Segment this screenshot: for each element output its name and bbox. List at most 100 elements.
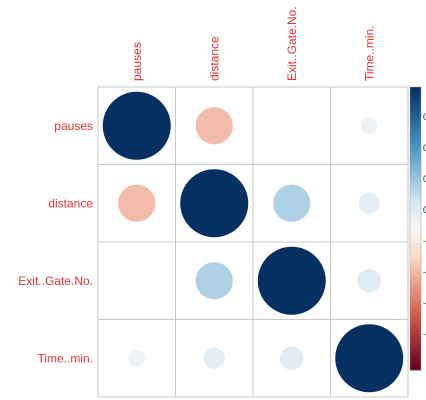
colorbar-segment: [410, 259, 421, 264]
colorbar-segment: [410, 120, 421, 125]
colorbar-segment: [410, 197, 421, 201]
colorbar-segment: [410, 163, 421, 167]
colorbar-segment: [410, 132, 421, 136]
colorbar-segment: [410, 211, 421, 215]
row-label: Exit..Gate.No.: [18, 274, 93, 288]
column-label: distance: [207, 36, 221, 81]
colorbar-segment: [410, 321, 421, 326]
colorbar-segment: [410, 324, 421, 329]
colorbar-segment: [410, 92, 421, 97]
row-label: distance: [48, 196, 93, 210]
colorbar-segment: [410, 236, 421, 241]
colorbar-segment: [410, 166, 421, 170]
colorbar-segment: [410, 123, 421, 128]
colorbar-segment: [410, 282, 421, 286]
colorbar-tick-label: -: [423, 329, 426, 339]
correlation-circle: [195, 107, 233, 145]
colorbar-segment: [410, 336, 421, 340]
colorbar-segment: [410, 225, 421, 230]
correlation-circle: [180, 169, 249, 238]
colorbar-segment: [410, 87, 421, 91]
colorbar-segment: [410, 118, 421, 122]
correlation-circle: [257, 246, 326, 315]
colorbar-segment: [410, 177, 421, 181]
colorbar-tick-label: -: [423, 298, 426, 308]
colorbar-tick-label: -: [423, 267, 426, 277]
colorbar-segment: [410, 338, 421, 343]
column-label: Exit..Gate.No.: [285, 6, 299, 81]
colorbar-segment: [410, 239, 421, 244]
correlation-circle: [357, 268, 382, 293]
colorbar-segment: [410, 115, 421, 119]
colorbar-segment: [410, 157, 421, 162]
colorbar-segment: [410, 186, 421, 190]
colorbar-segment: [410, 154, 421, 159]
row-label: pauses: [54, 119, 93, 133]
colorbar-segment: [410, 194, 421, 198]
colorbar-segment: [410, 146, 421, 150]
variable-labels: pauses pauses distance distance Exit..Gate.N…: [18, 6, 376, 365]
colorbar-segment: [410, 361, 421, 365]
colorbar-tick-label: 0: [423, 174, 426, 184]
colorbar-segment: [410, 307, 421, 312]
colorbar-segment: [410, 273, 421, 278]
correlation-circles: [102, 91, 404, 393]
colorbar-segment: [410, 217, 421, 221]
colorbar-tick-label: 0: [423, 205, 426, 215]
colorbar-segment: [410, 205, 421, 210]
colorbar-tick-label: 0: [423, 143, 426, 153]
colorbar-segment: [410, 350, 421, 354]
colorbar-segment: [410, 347, 421, 351]
colorbar-segment: [410, 231, 421, 235]
color-legend: 0 0 0 0 - - - -: [409, 86, 426, 371]
colorbar-segment: [410, 290, 421, 295]
colorbar-segment: [410, 296, 421, 300]
colorbar-segment: [410, 265, 421, 269]
colorbar-segment: [410, 367, 421, 371]
colorbar-segment: [410, 149, 421, 153]
correlation-circle: [203, 347, 226, 370]
colorbar-segment: [410, 353, 421, 357]
colorbar-segment: [410, 101, 421, 105]
colorbar-segment: [410, 248, 421, 252]
colorbar-segment: [410, 279, 421, 283]
correlation-circle: [273, 184, 311, 222]
colorbar-segment: [410, 299, 421, 303]
correlation-circle: [118, 184, 156, 222]
colorbar-segment: [410, 262, 421, 266]
colorbar-segment: [410, 333, 421, 337]
colorbar-segment: [410, 106, 421, 111]
colorbar-segment: [410, 169, 421, 173]
colorbar-segment: [410, 341, 421, 346]
colorbar-segment: [410, 293, 421, 298]
colorbar-segment: [410, 200, 421, 204]
colorbar-segment: [410, 222, 421, 227]
correlation-circle: [360, 117, 378, 135]
colorbar-segment: [410, 355, 421, 360]
colorbar-segment: [410, 364, 421, 368]
colorbar-segment: [410, 135, 421, 139]
colorbar-tick-label: 0: [423, 112, 426, 122]
colorbar-segment: [410, 220, 421, 224]
colorbar-segment: [410, 183, 421, 187]
colorbar-segment: [410, 208, 421, 213]
correlation-circle: [358, 192, 381, 215]
colorbar-segment: [410, 276, 421, 281]
correlation-circle: [279, 346, 304, 371]
colorbar-segment: [410, 191, 421, 196]
colorbar-segment: [410, 188, 421, 193]
correlation-circle: [335, 324, 404, 393]
colorbar-segment: [410, 270, 421, 275]
colorbar-segment: [410, 112, 421, 116]
colorbar-border: [409, 86, 422, 371]
correlation-circle: [102, 91, 171, 160]
colorbar-segment: [410, 152, 421, 156]
grid: [97, 86, 409, 398]
colorbar-segment: [410, 358, 421, 363]
colorbar-segment: [410, 171, 421, 176]
colorbar-segment: [410, 137, 421, 142]
colorbar-segment: [410, 214, 421, 218]
colorbar-segment: [410, 304, 421, 309]
colorbar-segment: [410, 287, 421, 292]
